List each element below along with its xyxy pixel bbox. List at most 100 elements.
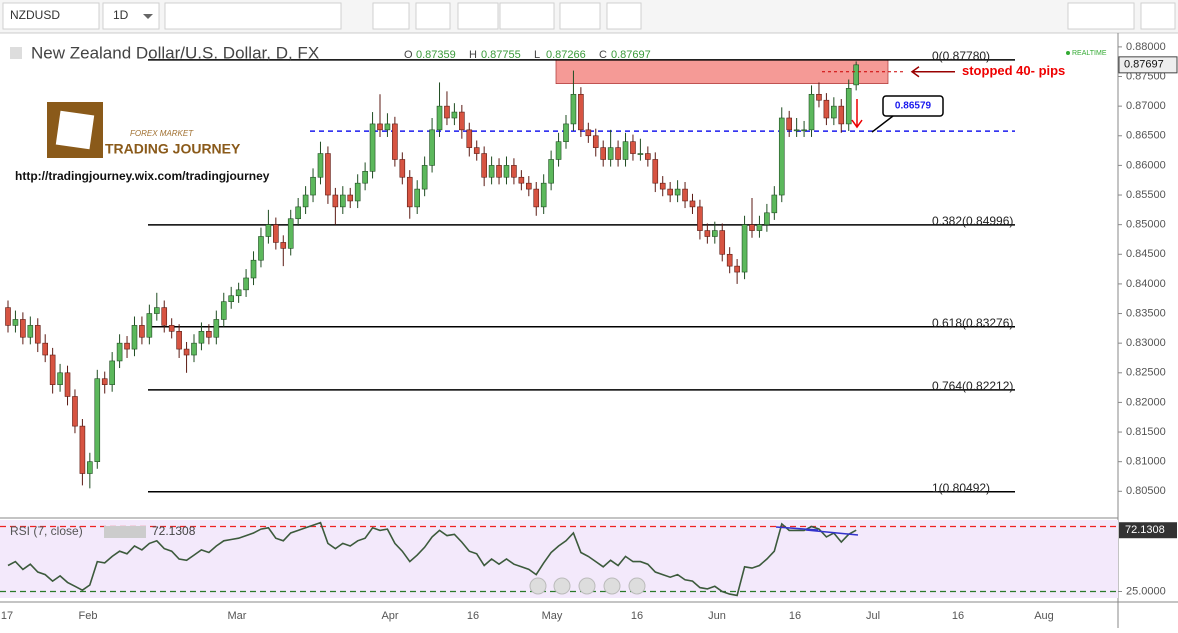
logo-url: http://tradingjourney.wix.com/tradingjou… [15,169,270,183]
candle-body [325,153,331,196]
interval: 1D [113,8,129,22]
candle-body [206,331,212,338]
candle-body [726,253,733,267]
x-tick-label: 17 [1,610,13,622]
logo: FOREX MARKET TRADING JOURNEY http://trad… [15,102,270,183]
y-tick-label: 0.87000 [1126,100,1166,112]
undo-redo[interactable] [1067,2,1135,30]
settings[interactable] [372,2,410,30]
divergence-line [805,529,859,536]
candle-body [347,194,354,202]
candle-body [637,153,644,155]
candle-body [109,360,115,385]
candle-body [555,141,562,160]
candle-body [525,182,532,190]
chart-title: New Zealand Dollar/U.S. Dollar, D, FX [31,43,319,62]
candle-body [310,176,316,196]
candle-body [734,265,740,273]
rsi-buttons [104,526,146,538]
candle-body [101,378,108,385]
embed[interactable] [559,2,601,30]
compare[interactable] [415,2,451,30]
y-tick-label: 0.87500 [1126,70,1166,82]
indicators[interactable] [457,2,499,30]
fib-label: 0.764(0.82212) [932,379,1013,393]
candle-body [421,165,428,190]
nav-left[interactable] [529,577,547,595]
candle-body [801,129,807,132]
candle-body [273,224,279,243]
candle-body [667,188,673,196]
candle-body [377,123,383,131]
symbol-box[interactable] [2,2,100,30]
star-icon [10,47,22,59]
candle-body [131,325,138,350]
ohlc-value: 0.87266 [546,49,586,61]
candle-body [94,378,101,462]
candle-body [213,319,220,338]
logo-inner [55,110,95,150]
realtime: REALTIME [1072,50,1107,57]
candle-body [719,230,726,255]
nav-buttons[interactable] [529,577,646,595]
last-price: 0.87697 [1124,59,1164,71]
candle-body [771,194,778,214]
candle-body [287,218,294,249]
ohlc-key: C [599,49,607,61]
x-tick-label: 16 [789,610,801,622]
candle-body [786,117,793,131]
candle-body [764,212,770,225]
candle-body [116,342,123,362]
reset[interactable] [578,577,596,595]
candle-body [258,236,264,261]
candle-body [392,123,398,160]
candle-body [533,188,540,208]
target-label: 0.86579 [895,101,932,112]
zoom[interactable] [499,2,555,30]
candle-body [183,348,190,356]
candle-body [168,325,175,332]
candle-body [674,188,681,196]
candle-body [332,194,339,208]
fullscreen[interactable] [1140,2,1176,30]
candle-body [585,129,592,137]
style-buttons[interactable] [164,2,342,30]
candle-body [369,123,376,172]
candle-body [630,141,636,154]
candle-body [362,171,368,184]
candle-body [384,123,391,131]
candle-body [466,129,473,148]
candle-body [592,135,599,148]
candle-body [198,331,205,344]
y-tick-label: 0.85000 [1126,219,1166,231]
ohlc-key: O [404,49,413,61]
candle-body [697,206,703,231]
ideas[interactable] [606,2,642,30]
zoom-in[interactable] [603,577,621,595]
x-tick-label: 16 [952,610,964,622]
y-tick-label: 0.80500 [1126,485,1166,497]
x-tick-label: Jun [708,610,726,622]
candle-body [473,147,480,154]
last-price-badge [1118,56,1178,74]
ohlc-value: 0.87697 [611,49,651,61]
toolbar: NZDUSD 1D [0,0,1178,33]
candle-body [778,117,785,196]
candle-body [124,342,130,350]
rsi-line [7,521,857,597]
candle-body [302,194,309,208]
nav-right[interactable] [628,577,646,595]
candle-body [711,230,718,237]
candle-body [5,307,11,326]
candle-body [563,123,569,142]
candle-body [49,354,56,385]
zoom-out[interactable] [553,577,571,595]
realtime-dot [1066,51,1070,55]
candle-body [280,242,287,249]
candle-body [295,206,301,220]
candle-body [704,230,711,237]
candle-body [548,159,554,184]
candle-body [220,301,227,320]
candle-body [652,159,659,184]
